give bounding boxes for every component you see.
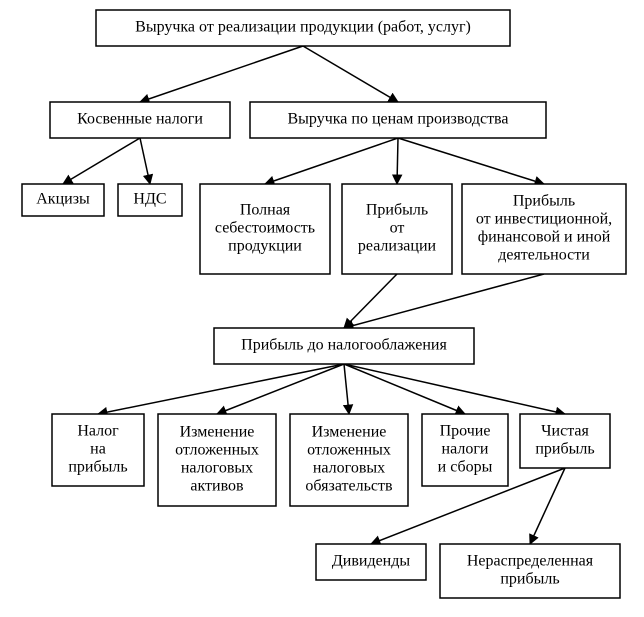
node-n3-line-0: Выручка по ценам производства <box>287 111 508 128</box>
node-n10-line-2: прибыль <box>68 459 127 476</box>
node-n1-line-0: Выручка от реализации продукции (работ, … <box>135 19 471 36</box>
node-n10-line-1: на <box>90 441 106 458</box>
node-n8: Прибыльот инвестиционной,финансовой и ин… <box>462 184 626 274</box>
edge-n3-n7 <box>397 138 398 184</box>
node-n7: Прибыльотреализации <box>342 184 452 274</box>
node-n13-line-0: Прочие <box>440 423 491 440</box>
node-n8-line-1: от инвестиционной, <box>476 211 612 228</box>
node-n14-line-0: Чистая <box>541 423 589 440</box>
edge-n2-n4 <box>63 138 140 184</box>
node-n11-line-1: отложенных <box>175 442 259 459</box>
node-n14: Чистаяприбыль <box>520 414 610 468</box>
node-n12: Изменениеотложенныхналоговыхобязательств <box>290 414 408 506</box>
edge-n9-n11 <box>217 364 344 414</box>
edge-n8-n9 <box>344 274 544 328</box>
node-n14-line-1: прибыль <box>535 441 594 458</box>
node-n3: Выручка по ценам производства <box>250 102 546 138</box>
node-n6-line-2: продукции <box>228 238 302 255</box>
node-n5: НДС <box>118 184 182 216</box>
edge-n9-n10 <box>98 364 344 414</box>
node-n12-line-1: отложенных <box>307 442 391 459</box>
node-n11-line-2: налоговых <box>181 460 253 477</box>
edge-n2-n5 <box>140 138 150 184</box>
node-n12-line-2: налоговых <box>313 460 385 477</box>
node-n11-line-0: Изменение <box>180 424 255 441</box>
edge-n9-n13 <box>344 364 465 414</box>
node-n2: Косвенные налоги <box>50 102 230 138</box>
node-n2-line-0: Косвенные налоги <box>77 111 203 128</box>
node-n11-line-3: активов <box>190 478 244 495</box>
node-n8-line-3: деятельности <box>498 247 590 264</box>
node-n15: Дивиденды <box>316 544 426 580</box>
node-n7-line-0: Прибыль <box>366 202 428 219</box>
profit-breakdown-diagram: Выручка от реализации продукции (работ, … <box>0 0 644 617</box>
edge-n7-n9 <box>344 274 397 328</box>
node-n6: Полнаясебестоимостьпродукции <box>200 184 330 274</box>
node-n13: Прочиеналогии сборы <box>422 414 508 486</box>
node-n16-line-1: прибыль <box>500 571 559 588</box>
node-n5-line-0: НДС <box>133 191 166 208</box>
node-n11: Изменениеотложенныхналоговыхактивов <box>158 414 276 506</box>
nodes: Выручка от реализации продукции (работ, … <box>22 10 626 598</box>
node-n9: Прибыль до налогооблажения <box>214 328 474 364</box>
node-n13-line-2: и сборы <box>438 459 493 476</box>
edge-n3-n6 <box>265 138 398 184</box>
node-n10-line-0: Налог <box>77 423 119 440</box>
node-n7-line-1: от <box>390 220 405 237</box>
edge-n1-n2 <box>140 46 303 102</box>
node-n13-line-1: налоги <box>442 441 489 458</box>
node-n7-line-2: реализации <box>358 238 437 255</box>
node-n8-line-0: Прибыль <box>513 193 575 210</box>
edge-n1-n3 <box>303 46 398 102</box>
edge-n9-n14 <box>344 364 565 414</box>
node-n4: Акцизы <box>22 184 104 216</box>
edge-n9-n12 <box>344 364 349 414</box>
node-n1: Выручка от реализации продукции (работ, … <box>96 10 510 46</box>
node-n12-line-0: Изменение <box>312 424 387 441</box>
node-n4-line-0: Акцизы <box>36 191 90 208</box>
node-n8-line-2: финансовой и иной <box>478 229 611 246</box>
node-n6-line-0: Полная <box>240 202 291 219</box>
node-n15-line-0: Дивиденды <box>332 553 411 570</box>
node-n10: Налогнаприбыль <box>52 414 144 486</box>
node-n16: Нераспределеннаяприбыль <box>440 544 620 598</box>
node-n9-line-0: Прибыль до налогооблажения <box>241 337 447 354</box>
edge-n3-n8 <box>398 138 544 184</box>
node-n6-line-1: себестоимость <box>215 220 315 237</box>
node-n12-line-3: обязательств <box>305 478 393 495</box>
node-n16-line-0: Нераспределенная <box>467 553 594 570</box>
